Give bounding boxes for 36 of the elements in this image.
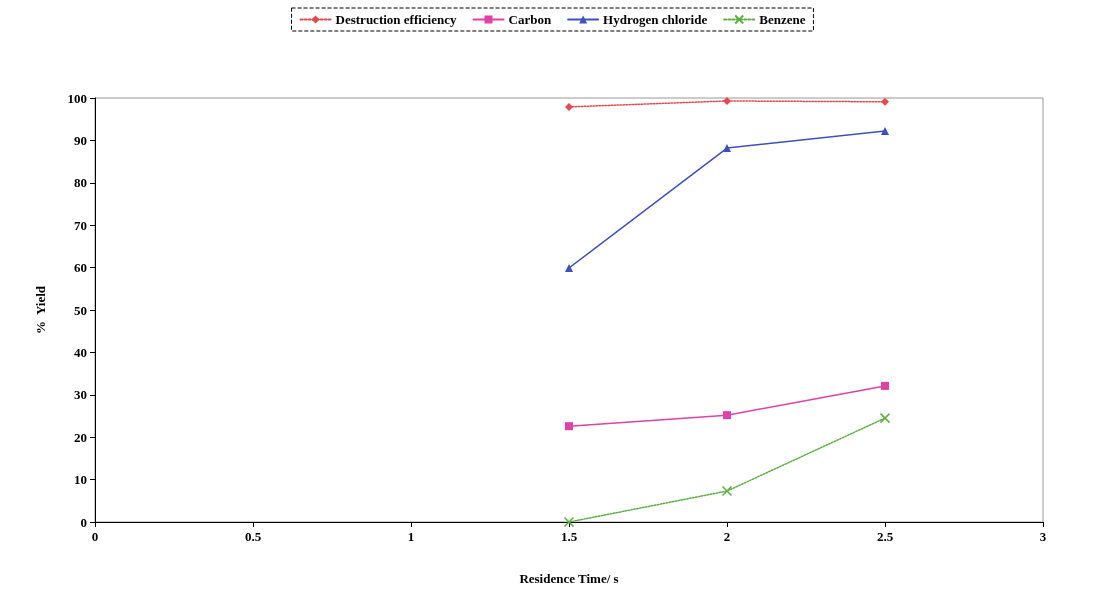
x-tick-label: 1 <box>407 529 415 544</box>
y-tick-label: 0 <box>80 514 87 530</box>
x-tick-label: 3 <box>1039 529 1047 544</box>
point <box>881 381 889 390</box>
point <box>879 412 891 424</box>
y-tick-label: 90 <box>74 132 87 148</box>
y-tick-label: 80 <box>74 175 87 191</box>
x-tick-label: 2 <box>723 529 731 544</box>
point <box>565 264 573 273</box>
point <box>565 422 573 431</box>
y-tick-label: 50 <box>74 302 87 318</box>
legend-label: Carbon <box>508 12 552 27</box>
point <box>563 516 575 528</box>
y-tick-label: 60 <box>74 260 87 276</box>
point <box>721 485 733 497</box>
y-tick-label: 10 <box>74 472 87 488</box>
point <box>881 97 889 106</box>
y-axis-title: % Yield <box>33 285 48 335</box>
x-tick-label: 1.5 <box>560 529 578 544</box>
legend-label: Hydrogen chloride <box>603 12 708 27</box>
point <box>723 96 731 105</box>
point <box>723 144 731 153</box>
y-tick-label: 30 <box>74 387 87 403</box>
legend-label: Benzene <box>759 12 806 27</box>
x-tick-label: 0 <box>91 529 99 544</box>
legend-label: Destruction efficiency <box>335 12 457 27</box>
x-axis-title: Residence Time/ s <box>519 571 619 586</box>
x-tick-label: 2.5 <box>876 529 894 544</box>
y-tick-label: 100 <box>67 90 87 106</box>
x-tick-label: 0.5 <box>244 529 262 544</box>
point <box>565 102 573 111</box>
y-tick-label: 70 <box>74 217 87 233</box>
point <box>881 127 889 136</box>
point <box>723 411 731 420</box>
y-tick-label: 40 <box>74 344 87 360</box>
y-tick-label: 20 <box>74 429 87 445</box>
